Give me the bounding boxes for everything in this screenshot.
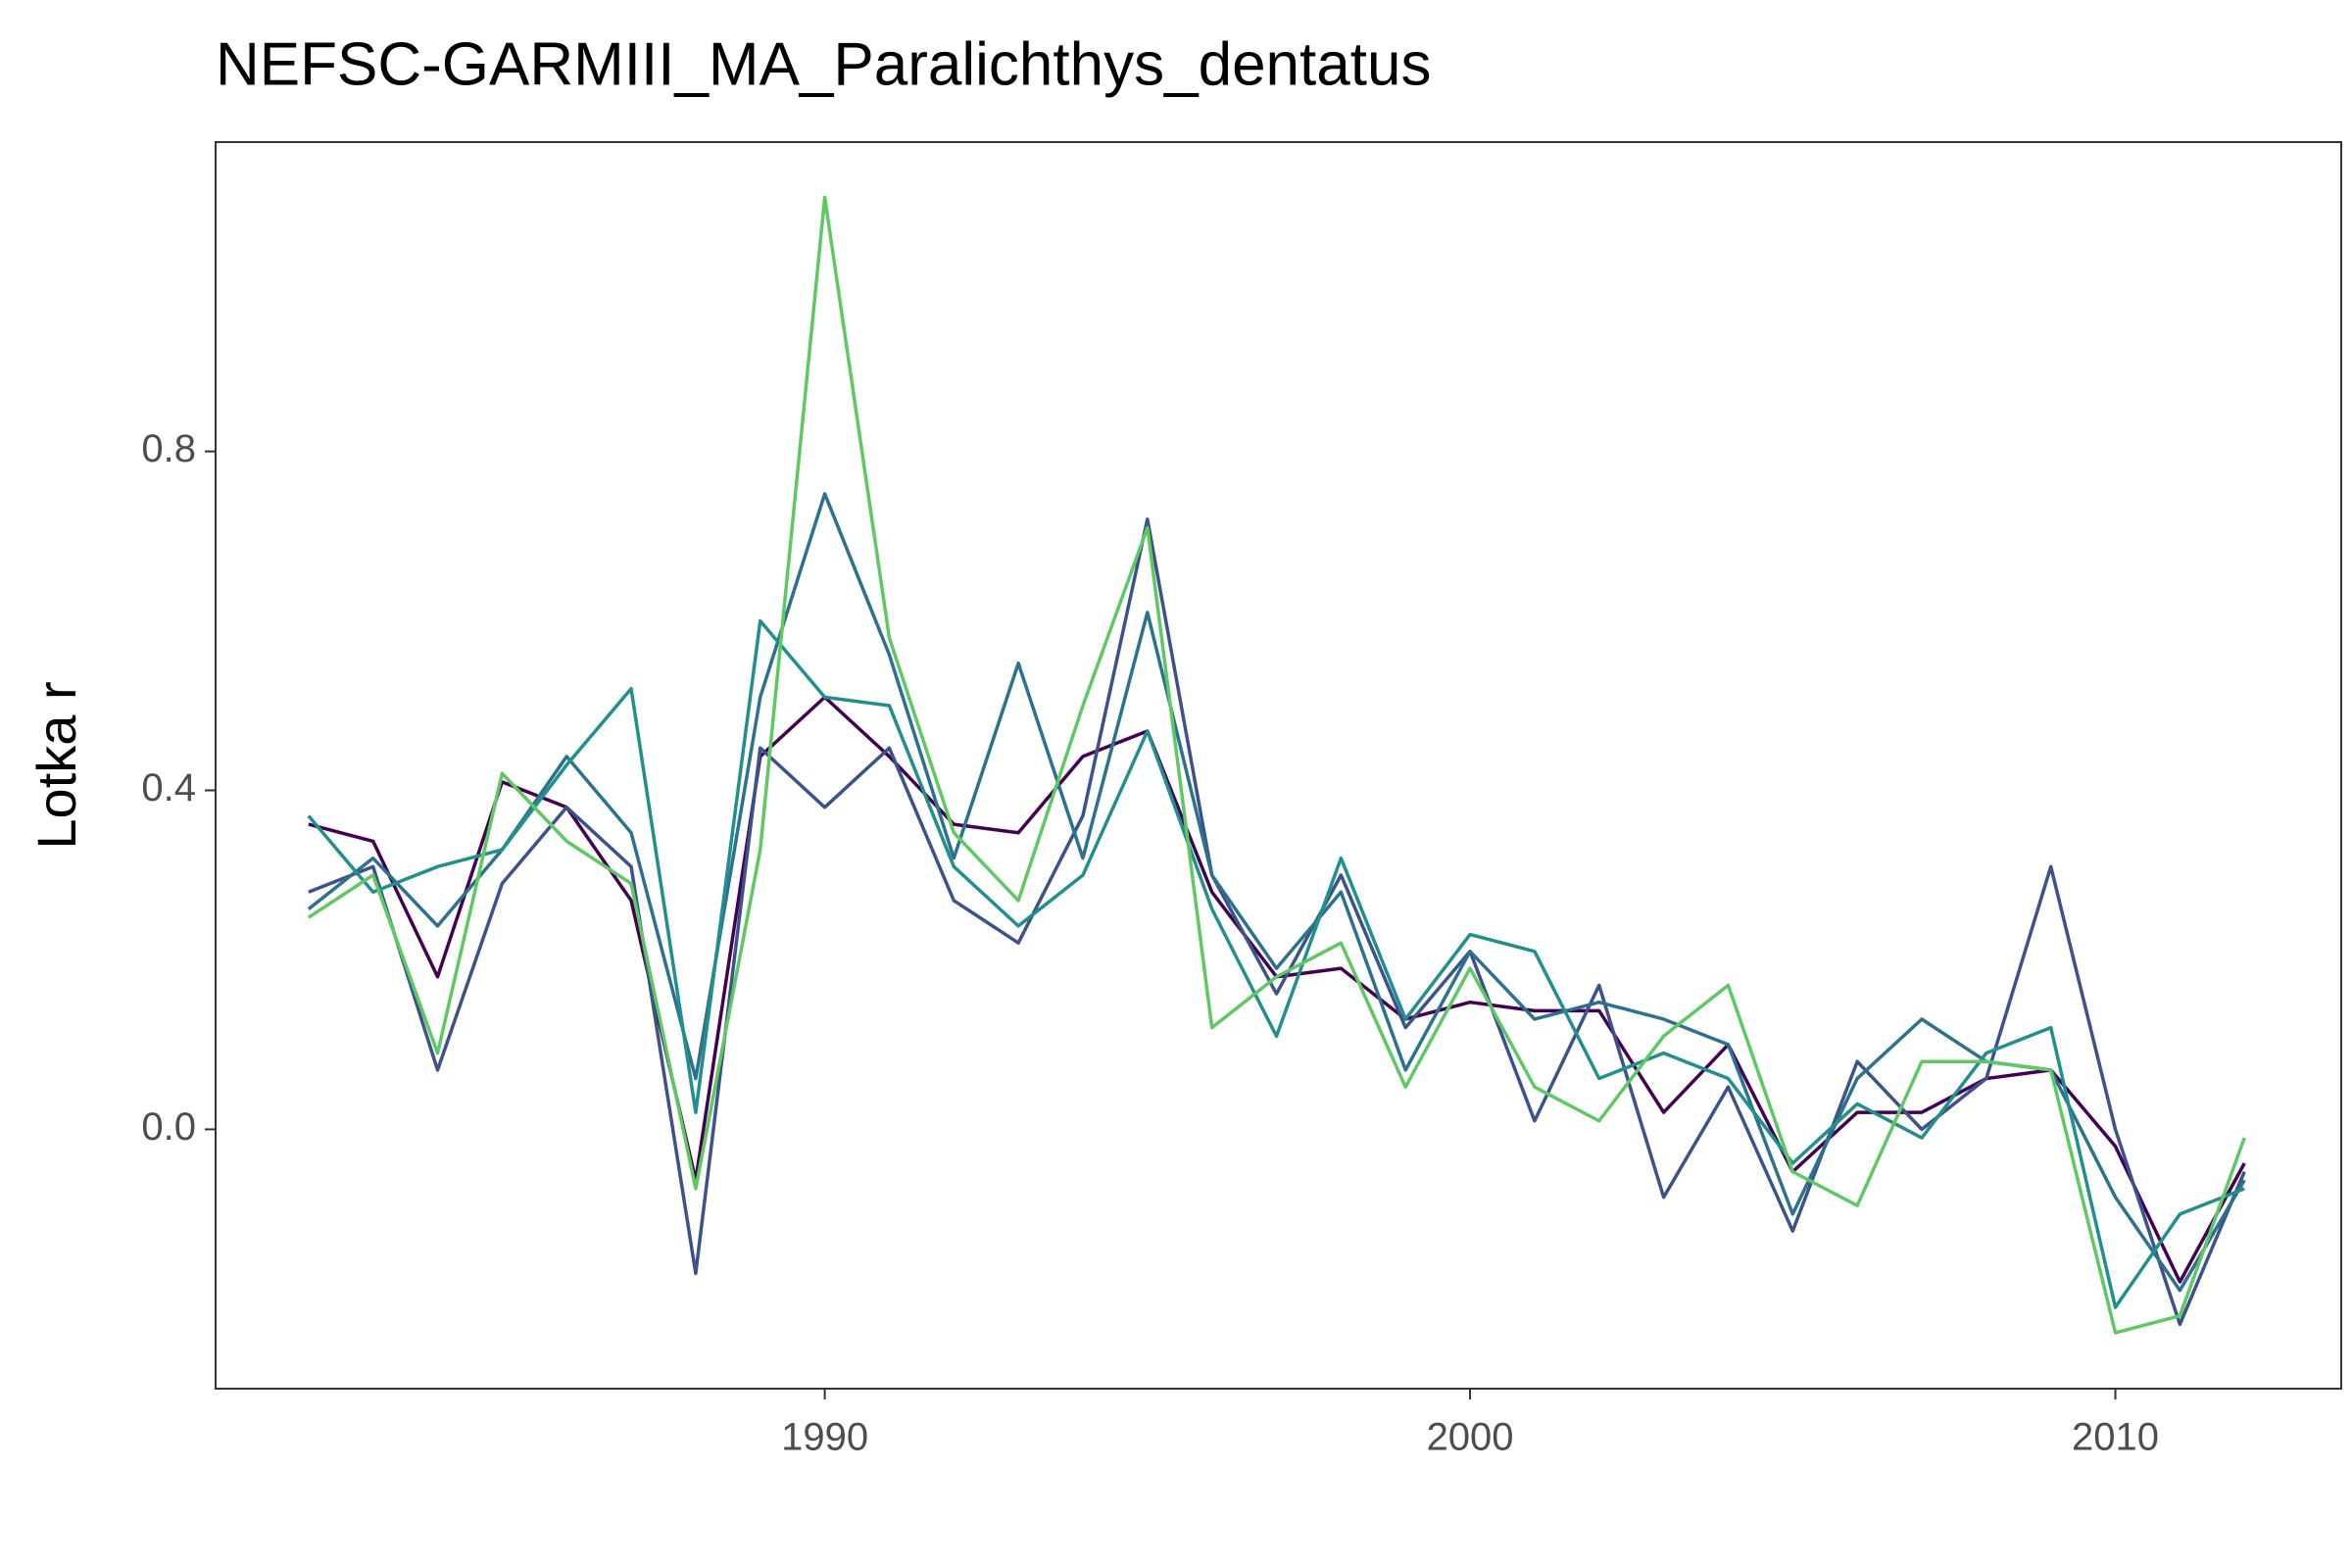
x-tick-label: 2010 <box>2072 1416 2159 1459</box>
panel-border <box>215 141 2342 1390</box>
y-tick-label: 0.8 <box>141 427 196 470</box>
x-tick-label: 1990 <box>781 1416 868 1459</box>
series-line <box>307 492 2246 1293</box>
y-tick-label: 0.4 <box>141 766 196 809</box>
chart-title: NEFSC-GARMIII_MA_Paralichthys_dentatus <box>216 30 1431 98</box>
series-line <box>307 195 2246 1335</box>
y-axis-label: Lotka r <box>25 681 87 849</box>
series-line <box>307 618 2245 1309</box>
y-tick-label: 0.0 <box>141 1105 196 1149</box>
series-line <box>308 517 2246 1327</box>
x-tick-label: 2000 <box>1427 1416 1514 1459</box>
